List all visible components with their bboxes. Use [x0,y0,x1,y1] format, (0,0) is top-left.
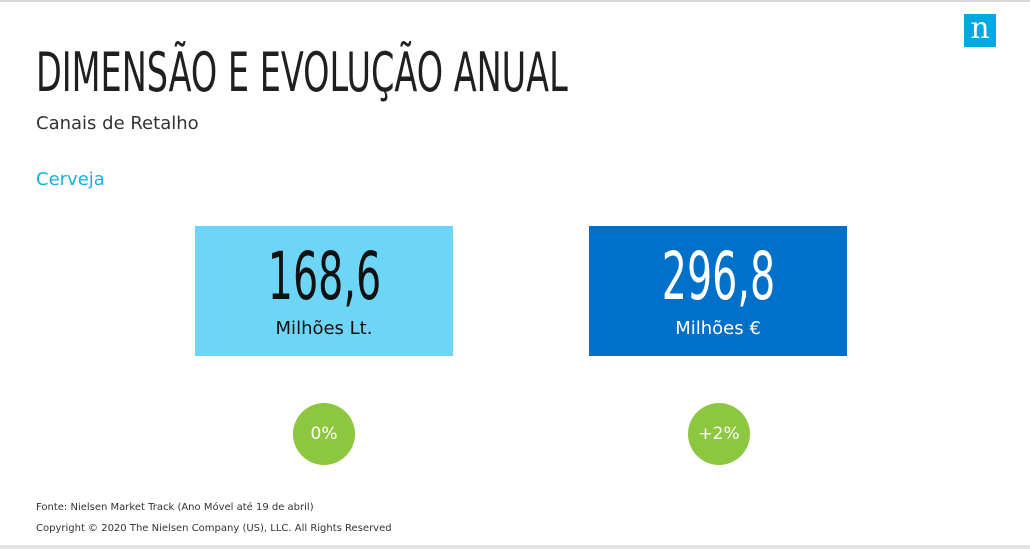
source-note: Fonte: Nielsen Market Track (Ano Móvel a… [36,502,314,513]
kpi-volume-unit: Milhões Lt. [275,318,373,339]
volume-change-badge: 0% [293,403,355,465]
bottom-border [0,545,1030,549]
page-subtitle: Canais de Retalho [36,113,199,134]
copyright-note: Copyright © 2020 The Nielsen Company (US… [36,523,392,534]
category-label: Cerveja [36,169,105,190]
top-border [0,0,1030,2]
nielsen-logo-icon: n [964,14,996,47]
kpi-value-unit: Milhões € [675,318,761,339]
page-title: DIMENSÃO E EVOLUÇÃO ANUAL [36,41,568,104]
kpi-volume-card: 168,6 Milhões Lt. [195,226,453,356]
kpi-value-amount: 296,8 [661,238,775,315]
value-change-badge: +2% [688,403,750,465]
kpi-value-card: 296,8 Milhões € [589,226,847,356]
kpi-volume-value: 168,6 [267,238,381,315]
